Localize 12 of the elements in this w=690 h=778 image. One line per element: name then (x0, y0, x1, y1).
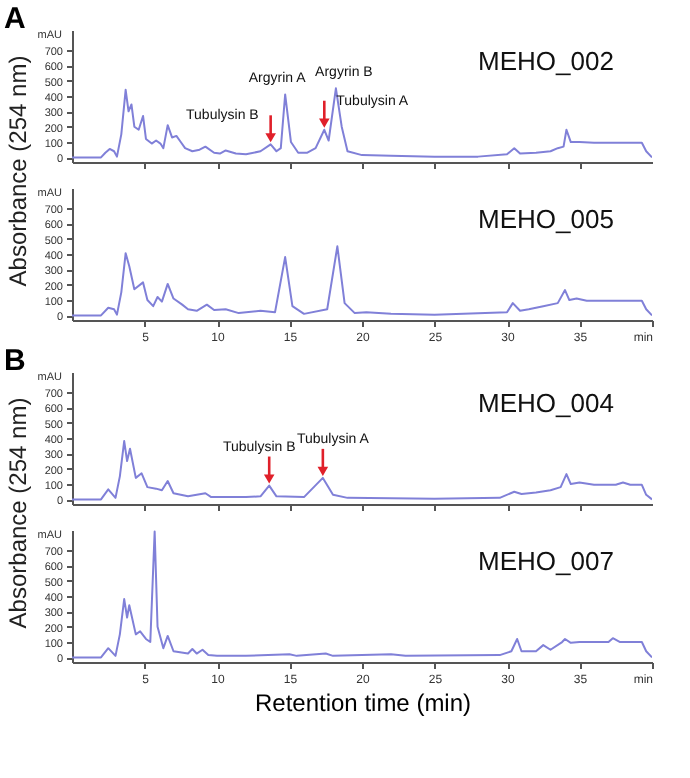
chart-title: B (4, 344, 26, 378)
chart-title: A (4, 2, 26, 36)
y-axis-title: Absorbance (254 nm) (4, 55, 32, 287)
x-axis-title: Retention time (min) (254, 689, 472, 717)
text: MEHO_004 (478, 388, 614, 418)
line-series (72, 87, 652, 159)
y-axis-title: Absorbance (254 nm) (4, 397, 32, 629)
text: MEHO_002 (478, 46, 614, 76)
line-series (72, 530, 652, 659)
line-series (72, 245, 652, 317)
text: MEHO_007 (478, 546, 614, 576)
text: MEHO_005 (478, 204, 614, 234)
